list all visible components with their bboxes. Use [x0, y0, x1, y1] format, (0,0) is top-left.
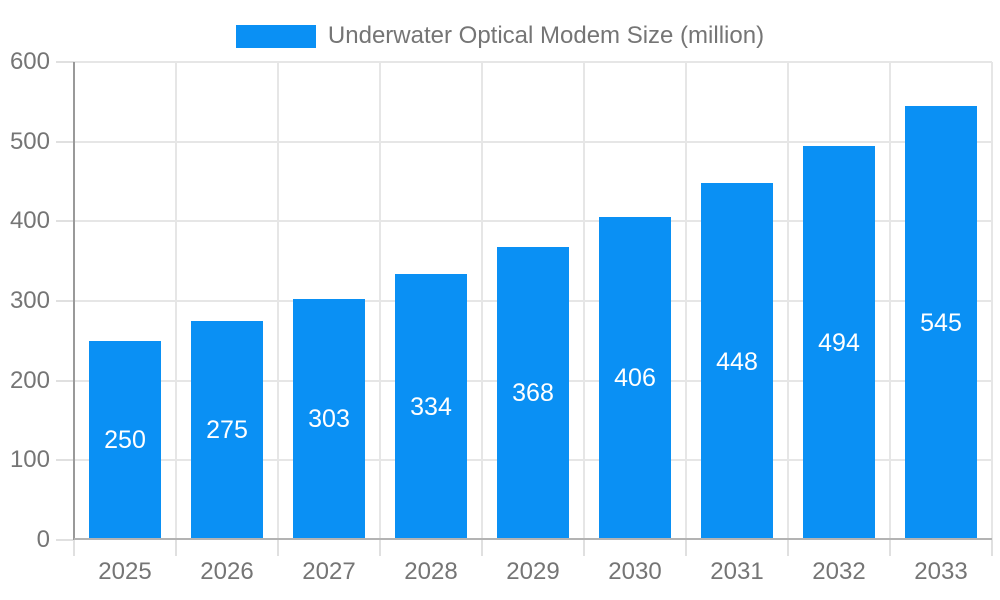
bar[interactable] [803, 146, 875, 540]
x-axis-tick-label: 2025 [98, 558, 152, 585]
bar-value-label: 275 [206, 416, 248, 445]
bar-value-label: 448 [716, 347, 758, 376]
y-axis-tick [56, 140, 74, 143]
gridline-vertical [583, 62, 585, 540]
y-axis-tick-label: 500 [9, 127, 50, 155]
x-axis-tick [991, 540, 993, 556]
gridline-horizontal [74, 61, 992, 63]
x-axis-tick [73, 540, 75, 556]
legend-swatch [235, 24, 316, 48]
x-axis-tick [583, 540, 585, 556]
y-axis-tick [56, 379, 74, 382]
bar-value-label: 545 [920, 308, 962, 337]
y-axis-tick [56, 459, 74, 462]
x-axis-tick [889, 540, 891, 556]
x-axis-tick-label: 2030 [608, 558, 662, 585]
legend[interactable]: Underwater Optical Modem Size (million) [0, 22, 1000, 50]
bar-value-label: 334 [410, 392, 452, 421]
y-axis-tick-label: 100 [9, 446, 50, 474]
x-axis-tick [379, 540, 381, 556]
y-axis-tick-label: 400 [9, 207, 50, 235]
y-axis-line [73, 62, 75, 540]
y-axis-tick-label: 300 [9, 287, 50, 314]
gridline-vertical [481, 62, 483, 540]
bar-value-label: 494 [818, 329, 860, 358]
gridline-vertical [379, 62, 381, 540]
bar[interactable] [191, 320, 263, 540]
x-axis-tick [175, 540, 177, 556]
x-axis-tick-label: 2031 [710, 558, 764, 585]
y-axis-tick [56, 300, 74, 302]
x-axis-tick [787, 540, 789, 556]
x-axis-tick-label: 2032 [812, 558, 866, 585]
bar[interactable] [701, 183, 773, 540]
x-axis-tick-label: 2028 [404, 558, 458, 585]
y-axis-tick [56, 61, 74, 63]
x-axis-tick [277, 540, 279, 556]
y-axis-tick-label: 200 [9, 366, 50, 394]
gridline-vertical [991, 62, 993, 540]
bar-value-label: 368 [512, 379, 554, 408]
bar[interactable] [599, 216, 671, 540]
y-axis-tick-label: 0 [36, 526, 50, 553]
x-axis-baseline [74, 538, 992, 540]
bar[interactable] [293, 298, 365, 540]
gridline-horizontal [74, 220, 992, 223]
x-axis-tick [481, 540, 483, 556]
gridline-vertical [685, 62, 687, 540]
bar-value-label: 303 [308, 405, 350, 434]
x-axis-tick-label: 2027 [302, 558, 356, 585]
gridline-horizontal [74, 140, 992, 143]
gridline-vertical [889, 62, 891, 540]
y-axis-tick [56, 220, 74, 223]
bar[interactable] [905, 105, 977, 540]
x-axis-tick-label: 2026 [200, 558, 254, 585]
bar[interactable] [497, 246, 569, 540]
x-axis-tick-label: 2033 [914, 558, 968, 585]
gridline-vertical [787, 62, 789, 540]
gridline-vertical [175, 62, 177, 540]
x-axis-tick [685, 540, 687, 556]
gridline-vertical [277, 62, 279, 540]
legend-label: Underwater Optical Modem Size (million) [327, 22, 765, 49]
y-axis-tick-label: 600 [9, 48, 50, 75]
y-axis-tick [56, 539, 74, 541]
bar[interactable] [89, 340, 161, 540]
bar-value-label: 250 [104, 426, 146, 455]
x-axis-tick-label: 2029 [506, 558, 560, 585]
bar[interactable] [395, 273, 467, 540]
bar-value-label: 406 [614, 364, 656, 393]
